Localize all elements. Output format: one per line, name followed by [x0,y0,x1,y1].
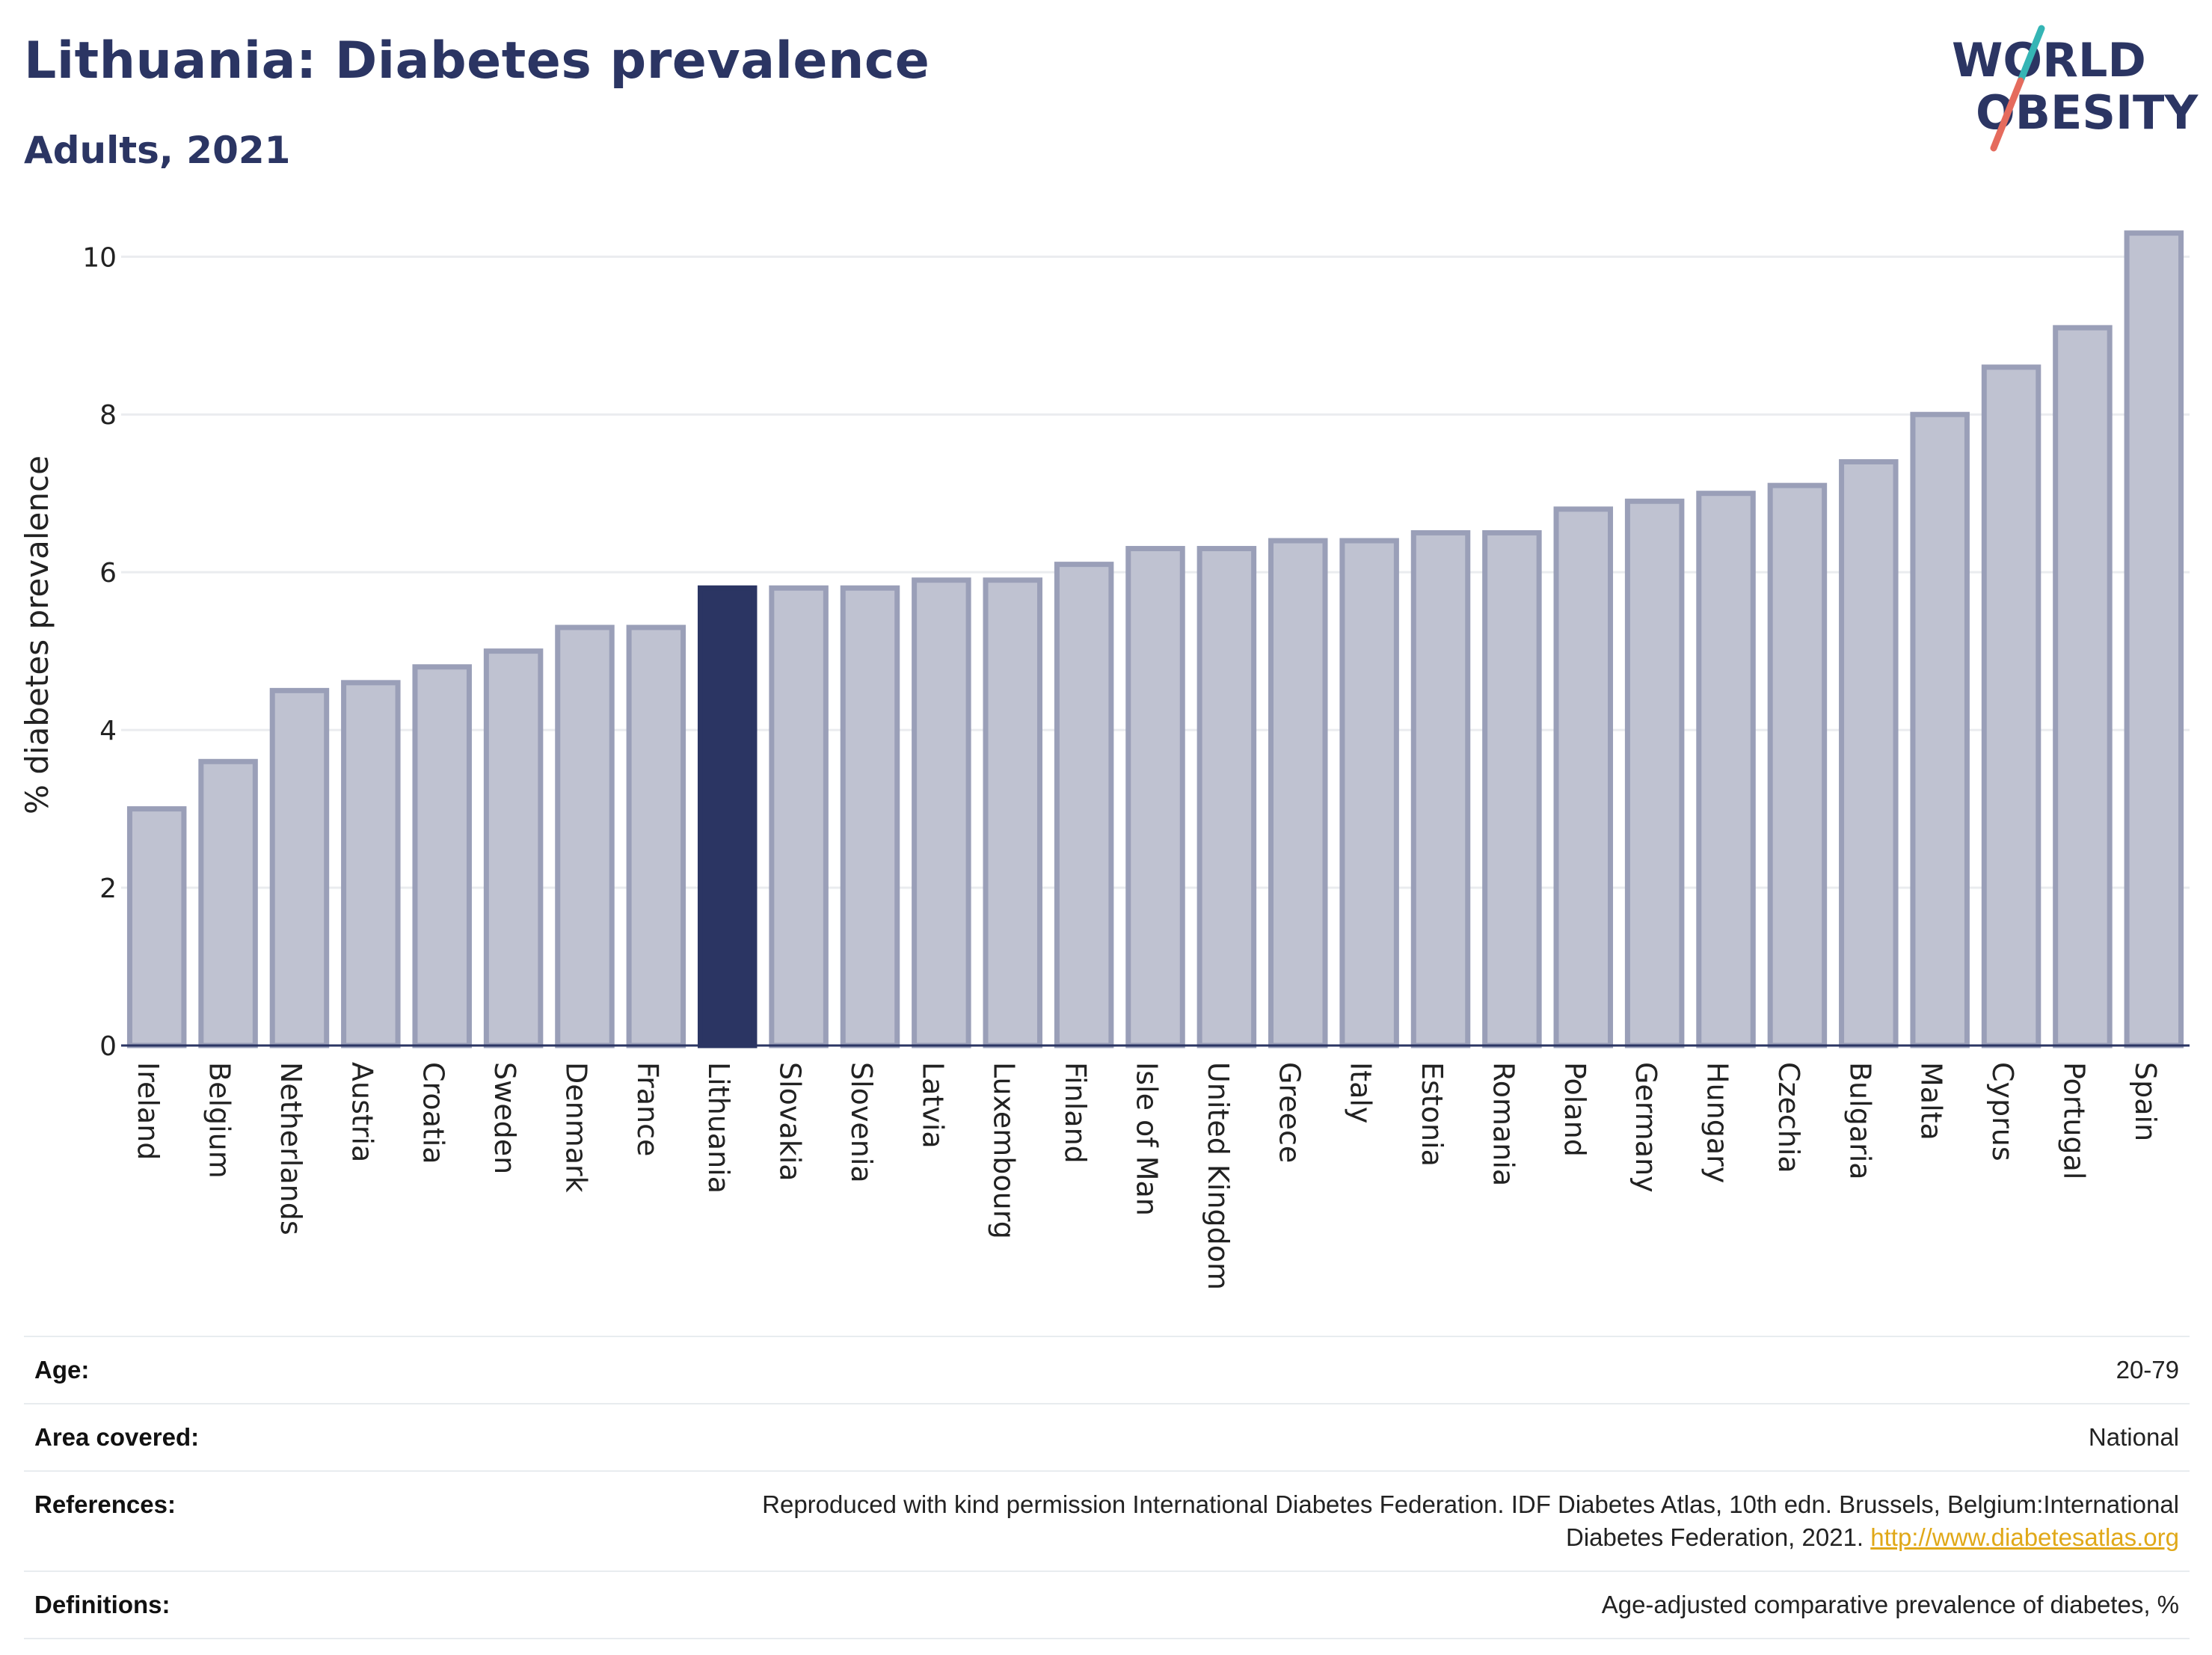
x-tick-label: Belgium [203,1062,236,1179]
bar-poland [1553,506,1614,1048]
x-tick-label: Malta [1915,1062,1948,1140]
diabetes-atlas-link[interactable]: http://www.diabetesatlas.org [1870,1523,2179,1551]
bar-croatia [412,664,472,1048]
definitions-value: Age-adjusted comparative prevalence of d… [419,1570,2190,1639]
x-tick-label: Isle of Man [1131,1062,1164,1216]
x-tick-label: Bulgaria [1843,1062,1876,1180]
references-text-line1: Reproduced with kind permission Internat… [762,1490,2179,1518]
x-tick-label: Portugal [2057,1062,2090,1179]
x-tick-label: United Kingdom [1202,1062,1235,1290]
bar-isle-of-man [1125,546,1185,1048]
x-tick-label: Finland [1059,1062,1092,1164]
logo-slash-coral [1990,77,2024,152]
bar-romania [1482,529,1542,1048]
bar-greece [1268,538,1328,1048]
bar-united-kingdom [1196,546,1257,1048]
age-label: Age: [24,1336,419,1404]
bar-portugal [2053,325,2113,1048]
x-tick-label: France [631,1062,664,1156]
area-covered-value: National [419,1403,2190,1472]
bar-austria [341,680,401,1048]
x-tick-label: Croatia [417,1062,450,1164]
area-covered-label: Area covered: [24,1403,419,1472]
footer-row-references: References: Reproduced with kind permiss… [24,1470,2190,1572]
footer-row-definitions: Definitions: Age-adjusted comparative pr… [24,1570,2190,1639]
definitions-label: Definitions: [24,1570,419,1639]
y-tick-label: 10 [82,242,117,273]
x-tick-label: Cyprus [1986,1062,2019,1161]
x-tick-label: Slovenia [845,1062,878,1183]
bar-lithuania [697,585,758,1048]
bar-ireland [126,806,187,1048]
x-tick-label: Greece [1273,1062,1306,1163]
x-tick-label: Poland [1558,1062,1591,1157]
bar-luxembourg [983,577,1042,1048]
x-tick-label: Sweden [488,1062,521,1174]
bar-italy [1339,538,1399,1048]
references-value: Reproduced with kind permission Internat… [419,1470,2190,1572]
bar-latvia [912,577,971,1048]
x-tick-label: Netherlands [274,1062,307,1235]
y-tick-label: 0 [99,1031,117,1062]
x-tick-label: Ireland [132,1062,165,1160]
bars [126,230,2184,1048]
x-tick-label: Italy [1345,1062,1377,1123]
metadata-table: Age: 20-79 Area covered: National Refere… [24,1336,2190,1639]
footer-row-age: Age: 20-79 [24,1336,2190,1404]
bar-czechia [1767,482,1828,1048]
bar-sweden [483,648,544,1048]
chart-subtitle: Adults, 2021 [24,129,291,172]
bar-finland [1054,562,1114,1048]
references-label: References: [24,1470,419,1572]
x-tick-label: Spain [2129,1062,2162,1141]
chart-title: Lithuania: Diabetes prevalence [24,31,930,90]
footer-row-area: Area covered: National [24,1403,2190,1472]
bar-chart: 0 2 4 6 8 10 Ireland Belgium Netherlands Austria C… [19,230,2190,1290]
x-tick-label: Hungary [1701,1062,1734,1183]
bar-bulgaria [1839,459,1899,1048]
bar-netherlands [269,687,330,1048]
x-tick-label: Germany [1629,1062,1662,1193]
x-tick-label: Romania [1487,1062,1520,1186]
x-tick-label: Estonia [1416,1062,1448,1167]
bar-slovakia [769,585,829,1048]
y-tick-label: 8 [99,400,117,431]
bar-france [626,624,686,1048]
bar-slovenia [840,585,900,1048]
age-value: 20-79 [419,1336,2190,1404]
bar-malta [1910,411,1970,1048]
world-obesity-logo: WORLD OBESITY [1952,25,2199,152]
logo-slash-teal [2017,25,2045,85]
y-tick-label: 4 [99,716,117,746]
x-tick-label: Lithuania [702,1062,735,1194]
bar-estonia [1410,529,1471,1048]
x-tick-label: Czechia [1772,1062,1805,1173]
x-tick-label: Austria [345,1062,378,1162]
x-tick-label: Luxembourg [988,1062,1021,1239]
tick-labels: 0 2 4 6 8 10 Ireland Belgium Netherlands Austria C… [19,242,2162,1290]
bar-germany [1624,498,1685,1048]
y-tick-label: 2 [99,873,117,904]
references-text-line2: Diabetes Federation, 2021. [1566,1523,1871,1551]
bar-hungary [1696,491,1756,1048]
y-tick-label: 6 [99,558,117,589]
bar-denmark [555,624,615,1048]
bar-spain [2124,230,2184,1048]
bar-cyprus [1981,364,2042,1048]
y-axis-title: % diabetes prevalence [19,455,55,814]
x-tick-label: Latvia [916,1062,949,1149]
x-tick-label: Slovakia [774,1062,807,1182]
x-tick-label: Denmark [559,1062,592,1193]
bar-belgium [198,758,258,1048]
logo-line1: WORLD [1952,33,2146,87]
